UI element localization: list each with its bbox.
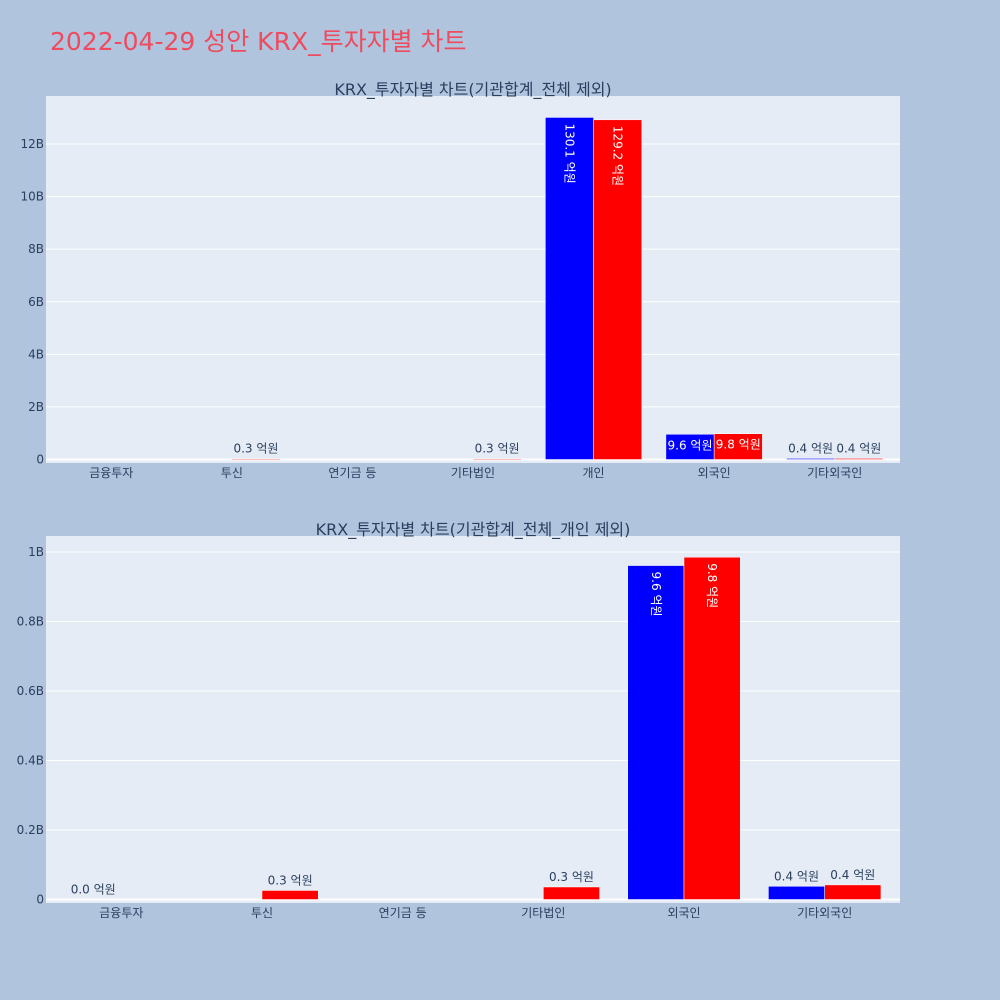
bar: [231, 458, 281, 460]
x-tick-label: 금융투자: [89, 466, 133, 480]
x-tick-label: 투신: [221, 466, 243, 480]
x-tick-label: 연기금 등: [379, 906, 427, 920]
y-tick-label: 0.2B: [17, 823, 44, 837]
x-tick-label: 외국인: [698, 466, 731, 480]
x-tick-label: 기타외국인: [797, 906, 852, 920]
bar: [593, 119, 643, 460]
data-label: 0.3 억원: [268, 873, 313, 887]
page-title: 2022-04-29 성안 KRX_투자자별 차트: [50, 27, 467, 56]
bar: [713, 433, 763, 460]
bar: [665, 434, 715, 460]
bar: [627, 565, 685, 900]
data-label: 9.8 억원: [716, 438, 761, 452]
data-label: 0.4 억원: [788, 441, 833, 455]
data-label: 9.6 억원: [668, 438, 713, 452]
x-tick-label: 기타법인: [521, 906, 565, 920]
x-tick-label: 기타법인: [451, 466, 495, 480]
bar: [683, 556, 741, 900]
data-label: 0.3 억원: [475, 442, 520, 456]
y-tick-label: 0: [36, 453, 44, 467]
y-tick-label: 2B: [28, 400, 44, 414]
bar: [543, 886, 600, 900]
data-label: 0.4 억원: [836, 441, 881, 455]
chart-2: 0 0.2B 0.4B 0.6B 0.8B 1B KRX_투자자별 차트(기관합계_전체_개…: [17, 520, 900, 920]
plot-area: [46, 96, 900, 463]
data-label: 0.4 억원: [830, 868, 875, 882]
y-tick-label: 0: [36, 893, 44, 907]
y-tick-label: 10B: [20, 190, 44, 204]
data-label: 130.1 억원: [562, 123, 576, 183]
chart-1: 0 2B 4B 6B 8B 10B 12B KRX_투자자별 차트(기관합계_전체 제외) 금융…: [20, 80, 900, 480]
y-tick-label: 4B: [28, 347, 44, 361]
y-tick-label: 1B: [28, 545, 44, 559]
y-tick-label: 0.8B: [17, 615, 44, 629]
data-label: 129.2 억원: [611, 126, 625, 186]
x-tick-label: 외국인: [667, 906, 700, 920]
data-label: 9.6 억원: [649, 572, 663, 617]
data-label: 0.3 억원: [549, 870, 594, 884]
bar: [472, 458, 522, 460]
bar: [545, 117, 594, 460]
bar: [786, 458, 835, 460]
x-tick-label: 개인: [583, 466, 605, 480]
y-tick-label: 6B: [28, 295, 44, 309]
bar: [261, 890, 319, 900]
x-tick-label: 금융투자: [99, 906, 143, 920]
plot-area: [46, 536, 900, 903]
chart-title: KRX_투자자별 차트(기관합계_전체_개인 제외): [316, 520, 631, 540]
data-label: 9.8 억원: [705, 563, 719, 608]
y-tick-label: 0.6B: [17, 684, 44, 698]
y-tick-label: 12B: [20, 137, 44, 151]
data-label: 0.0 억원: [71, 883, 116, 897]
data-label: 0.3 억원: [233, 442, 278, 456]
data-label: 0.4 억원: [774, 869, 819, 883]
x-tick-label: 연기금 등: [328, 466, 376, 480]
x-tick-label: 기타외국인: [807, 466, 862, 480]
y-tick-label: 0.4B: [17, 754, 44, 768]
chart-title: KRX_투자자별 차트(기관합계_전체 제외): [334, 80, 611, 100]
x-tick-label: 투신: [251, 906, 273, 920]
y-tick-label: 8B: [28, 242, 44, 256]
bar: [824, 884, 882, 900]
bar: [768, 886, 825, 900]
bar: [834, 458, 884, 460]
